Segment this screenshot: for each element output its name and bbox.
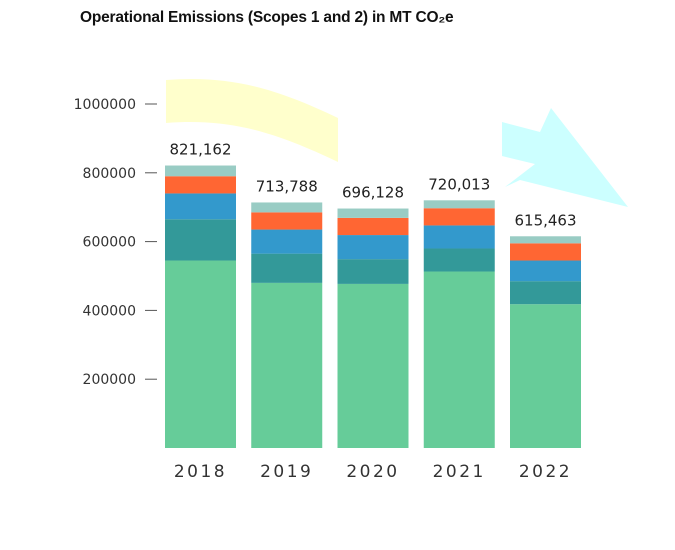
y-tick-label: 400000	[83, 303, 136, 319]
bar-total-label: 615,463	[514, 211, 576, 229]
y-tick-label: 200000	[83, 372, 136, 388]
bar-segment	[337, 283, 409, 448]
bar-total-label: 713,788	[256, 177, 318, 195]
bar-segment	[423, 271, 495, 448]
bar-segment	[337, 208, 409, 218]
bar-segment	[423, 208, 495, 226]
bar-total-label: 720,013	[428, 175, 490, 193]
bars	[165, 165, 581, 448]
bar-segment	[337, 217, 409, 236]
bar-segment	[423, 248, 495, 272]
decor-arrow-down-right	[502, 108, 628, 207]
bar-segment	[165, 176, 236, 194]
bar-total-label: 821,162	[169, 141, 231, 159]
bar-segment	[510, 236, 581, 244]
x-category-label: 2021	[433, 462, 486, 482]
bar-segment	[510, 243, 581, 261]
bar-segment	[337, 235, 409, 260]
chart-title: Operational Emissions (Scopes 1 and 2) i…	[80, 9, 454, 26]
x-category-label: 2022	[519, 462, 572, 482]
bar-segment	[251, 282, 323, 448]
bar-segment	[165, 260, 236, 448]
bar-segment	[337, 259, 409, 284]
bar-segment	[165, 165, 236, 177]
bar-segment	[251, 253, 323, 283]
bar-segment	[251, 202, 323, 213]
bar-segment	[165, 193, 236, 220]
y-tick-label: 1000000	[74, 97, 136, 113]
bar-segment	[510, 281, 581, 305]
decor-arrow-right	[166, 78, 338, 162]
bar-total-label: 696,128	[342, 184, 404, 202]
bar-segment	[510, 304, 581, 448]
bar-segment	[423, 200, 495, 209]
x-category-label: 2018	[174, 462, 227, 482]
y-tick-label: 600000	[83, 235, 136, 251]
bar-segment	[251, 212, 323, 230]
y-tick-label: 800000	[83, 166, 136, 182]
x-category-label: 2020	[346, 462, 399, 482]
y-axis: 200000 400000 600000 800000 1000000	[74, 97, 157, 388]
decorations	[166, 78, 628, 207]
bar-segment	[510, 260, 581, 282]
bar-segment	[165, 219, 236, 261]
bar-segment	[251, 229, 323, 254]
x-category-label: 2019	[260, 462, 313, 482]
bar-segment	[423, 225, 495, 249]
labels: 821,162 2018 713,788 2019 696,128 2020 720,013…	[169, 141, 576, 482]
